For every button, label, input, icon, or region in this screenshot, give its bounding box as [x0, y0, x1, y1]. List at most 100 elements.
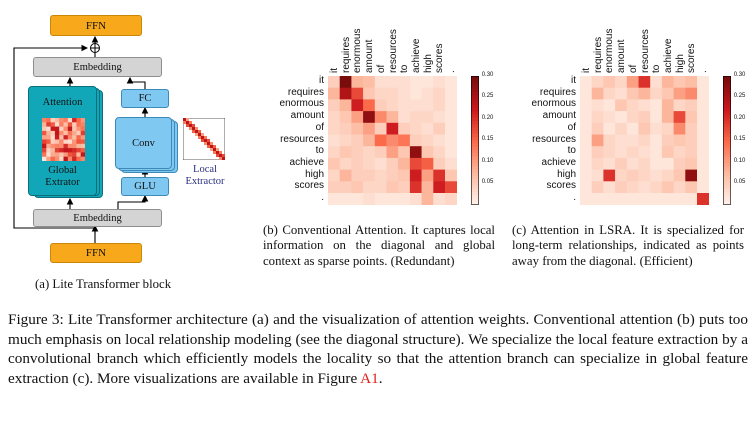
heatmap-cell: [328, 134, 340, 147]
heatmap-cell: [386, 76, 399, 88]
row-label: amount: [542, 110, 576, 122]
heatmap-cell: [351, 146, 364, 159]
heatmap-lsra: it requires enormous amount of resources to ach…: [510, 0, 745, 215]
heatmap-cell: [339, 122, 352, 135]
heatmap-cell: [328, 169, 340, 182]
heatmap-cell: [697, 122, 709, 135]
row-label: it: [571, 75, 576, 86]
heatmap-grid: [328, 76, 457, 205]
diagram-connectors: [13, 35, 149, 243]
heatmap-cell: [398, 87, 411, 100]
colorbar-tick: 0.30: [733, 72, 746, 78]
heatmap-cell: [328, 76, 340, 88]
heatmap-cell: [433, 146, 446, 159]
col-label: high: [422, 54, 434, 73]
heatmap-cell: [603, 157, 616, 170]
colorbar-tick: 0.20: [733, 114, 746, 121]
row-label: achieve: [289, 156, 324, 168]
heatmap-cell: [673, 87, 686, 100]
figure-caption: Figure 3: Lite Transformer architecture …: [8, 310, 748, 388]
row-label: enormous: [279, 98, 324, 110]
heatmap-cell: [363, 99, 376, 112]
heatmap-cell: [697, 134, 709, 147]
heatmap-cell: [603, 111, 616, 124]
heatmap-cell: [650, 134, 663, 147]
caption-c: (c) Attention in LSRA. It is specialized…: [512, 223, 744, 268]
heatmap-cell: [409, 76, 422, 88]
heatmap-cell: [661, 122, 674, 135]
heatmap-cell: [638, 122, 651, 135]
heatmap-cell: [351, 87, 364, 100]
heatmap-cell: [409, 193, 422, 205]
heatmap-cell: [673, 111, 686, 124]
heatmap-cell: [650, 146, 663, 159]
local-extractor-label: Local Extractor: [185, 164, 225, 187]
heatmap-cell: [638, 169, 651, 182]
heatmap-cell: [374, 122, 387, 135]
heatmap-cell: [351, 111, 364, 124]
col-label: .: [446, 70, 457, 73]
row-label: to: [315, 145, 324, 157]
lite-transformer-diagram: FFN Embedding Attention Global Extrator …: [0, 0, 240, 270]
col-label: achieve: [662, 38, 674, 73]
heatmap-cell: [615, 193, 628, 205]
heatmap-cell: [339, 193, 352, 205]
heatmap-cell: [685, 169, 698, 182]
heatmap-cell: [363, 157, 376, 170]
heatmap-cell: [374, 181, 387, 194]
heatmap-cell: [685, 76, 698, 88]
heatmap-cell: [339, 111, 352, 124]
heatmap-cell: [351, 134, 364, 147]
row-label: requires: [539, 86, 576, 98]
ffn-bottom-box: FFN: [50, 243, 142, 263]
heatmap-cell: [386, 193, 399, 205]
heatmap-cell: [363, 111, 376, 124]
heatmap-cell: [339, 181, 352, 194]
colorbar: [470, 76, 479, 205]
heatmap-cell: [580, 111, 592, 124]
heatmap-cell: [626, 122, 639, 135]
heatmap-cell: [409, 169, 422, 182]
heatmap-cell: [398, 193, 411, 205]
heatmap-cell: [445, 76, 457, 88]
col-label: scores: [686, 43, 698, 73]
heatmap-cell: [445, 99, 457, 112]
heatmap-cell: [697, 76, 709, 88]
heatmap-cell: [398, 76, 411, 88]
heatmap-cell: [673, 157, 686, 170]
heatmap-cell: [697, 193, 709, 205]
heatmap-cell: [421, 157, 434, 170]
row-label: .: [573, 192, 576, 203]
heatmap-cell: [386, 146, 399, 159]
row-label: enormous: [531, 98, 576, 110]
heatmap-cell: [421, 87, 434, 100]
heatmap-cell: [661, 134, 674, 147]
heatmap-cell: [591, 169, 604, 182]
heatmap-cell: [409, 134, 422, 147]
heatmap-cell: [339, 99, 352, 112]
heatmap-cell: [638, 76, 651, 88]
heatmap-cell: [626, 76, 639, 88]
heatmap-cell: [615, 134, 628, 147]
heatmap-cell: [328, 146, 340, 159]
col-label: requires: [340, 36, 352, 73]
heatmap-cell: [650, 99, 663, 112]
heatmap-cell: [580, 134, 592, 147]
heatmap-cell: [626, 193, 639, 205]
heatmap-cell: [603, 134, 616, 147]
heatmap-cell: [615, 76, 628, 88]
caption-b: (b) Conventional Attention. It captures …: [263, 223, 495, 268]
heatmap-cell: [638, 193, 651, 205]
heatmap-cell: [363, 122, 376, 135]
heatmap-cell: [580, 181, 592, 194]
heatmap-cell: [433, 122, 446, 135]
heatmap-cell: [673, 76, 686, 88]
heatmap-cell: [626, 134, 639, 147]
heatmap-cell: [615, 181, 628, 194]
heatmap-cell: [351, 76, 364, 88]
heatmap-cell: [580, 76, 592, 88]
figure-ref-link[interactable]: A1: [360, 369, 379, 387]
heatmap-cell: [351, 181, 364, 194]
heatmap-cell: [386, 134, 399, 147]
heatmap-cell: [363, 169, 376, 182]
